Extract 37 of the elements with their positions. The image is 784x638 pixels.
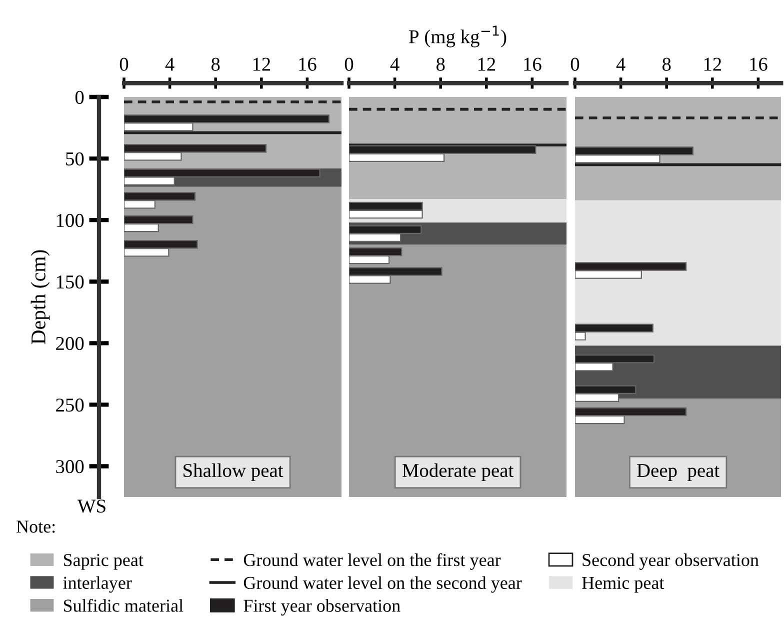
text: Moderate peat (402, 463, 514, 481)
x-tick-label: 8 (436, 58, 445, 71)
x-tick-label: 4 (165, 58, 174, 71)
x-tick-label: 12 (478, 58, 496, 71)
x-tick-label: 12 (253, 58, 270, 71)
y-axis-title: Depth (cm) (30, 250, 50, 344)
legend-label: interlayer (63, 576, 132, 593)
legend-label: Sulfidic material (64, 598, 184, 612)
text: Note: (16, 520, 55, 533)
legend-label: Ground water level on the first year (244, 553, 501, 570)
x-tick-label: 16 (299, 58, 316, 71)
legend-label: Sapric peat (64, 554, 144, 570)
y-tick-label: 50 (66, 152, 84, 166)
x-tick-label: 12 (704, 58, 722, 71)
y-tick-label: 0 (75, 90, 84, 104)
x-tick-label: 4 (616, 58, 626, 71)
x-tick-label: 8 (662, 58, 671, 71)
x-tick-label: 16 (750, 58, 768, 71)
x-tick-label: 0 (120, 58, 128, 71)
x-tick-label: 0 (344, 58, 354, 71)
y-tick-label: 200 (56, 336, 84, 350)
x-tick-label: 4 (390, 58, 400, 71)
x-tick-label: 16 (524, 58, 542, 71)
legend-label: First year observation (244, 599, 400, 616)
legend-label: Second year observation (582, 553, 759, 570)
y-tick-label: 300 (56, 460, 84, 474)
y-tick-label: 100 (56, 214, 84, 228)
legend-label: Hemic peat (582, 576, 664, 593)
legend-label: Ground water level on the second year (244, 576, 522, 593)
x-tick-label: 8 (211, 58, 220, 71)
y-tick-label: 150 (56, 275, 84, 289)
x-axis-title: P (mg kg$^{−1}$) (409, 26, 506, 48)
text: Shallow peat (184, 463, 284, 481)
x-tick-label: 0 (570, 58, 580, 71)
text: Deep peat (637, 464, 720, 481)
y-tick-label: 250 (56, 398, 84, 412)
text: WS (77, 500, 106, 513)
